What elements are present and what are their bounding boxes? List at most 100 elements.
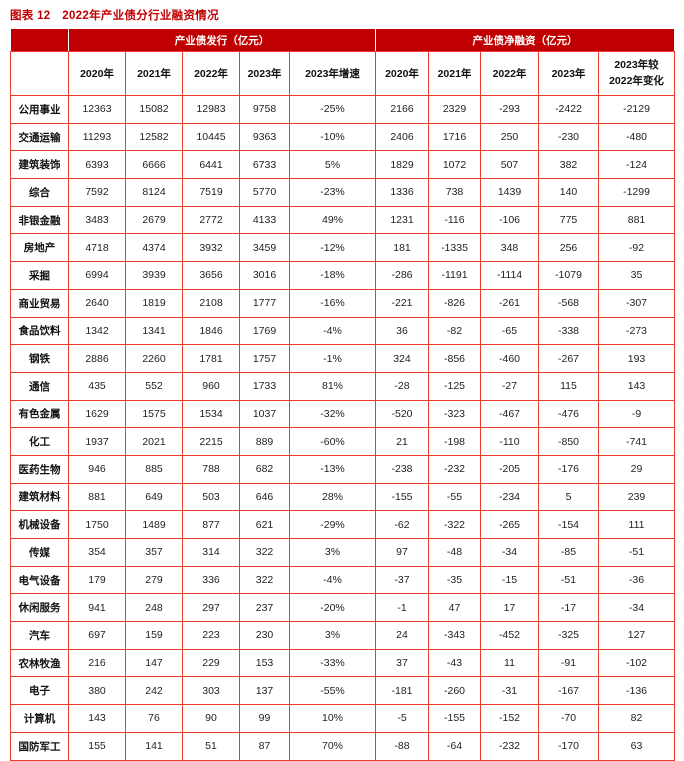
value-cell: 256: [538, 233, 599, 263]
value-cell: -1079: [538, 261, 599, 290]
col-header: 2021年: [428, 51, 481, 96]
col-header: 2023年: [239, 51, 290, 96]
value-cell: 223: [182, 621, 240, 650]
value-cell: -25%: [289, 95, 376, 124]
figure-title: 图表 12 2022年产业债分行业融资情况: [10, 10, 219, 22]
value-cell: -1299: [597, 178, 676, 207]
table-row: 商业贸易 2640 1819 2108 1777 -16% -221 -826 -261 -568…: [10, 288, 676, 318]
value-cell: 507: [480, 150, 539, 180]
value-cell: 3932: [182, 233, 240, 263]
table-row: 机械设备 1750 1489 877 621 -29% -62 -322 -265 -154 111: [10, 510, 676, 539]
value-cell: -265: [480, 510, 539, 539]
value-cell: 248: [125, 593, 183, 623]
table-row: 采掘 6994 3939 3656 3016 -18% -286 -1191 -1114 -107…: [10, 261, 676, 290]
table-row: 房地产 4718 4374 3932 3459 -12% 181 -1335 348 256 -92: [10, 233, 676, 263]
table-row: 国防军工 155 141 51 87 70% -88 -64 -232 -170 63: [10, 731, 676, 761]
value-cell: -64: [428, 731, 481, 761]
value-cell: -92: [597, 233, 676, 263]
table-row: 交通运输 11293 12582 10445 9363 -10% 2406 1716 250 -2…: [10, 122, 676, 152]
value-cell: -51: [597, 538, 676, 567]
value-cell: -5: [375, 704, 429, 733]
value-cell: 181: [375, 233, 429, 263]
value-cell: 90: [182, 704, 240, 733]
value-cell: 153: [239, 648, 290, 678]
value-cell: 646: [239, 482, 290, 512]
value-cell: 242: [125, 676, 183, 706]
col-header: 2023年: [538, 51, 599, 96]
value-cell: 336: [182, 565, 240, 595]
value-cell: 5770: [239, 178, 290, 207]
value-cell: -31: [480, 676, 539, 706]
industry-label: 非银金融: [10, 205, 69, 235]
value-cell: 2772: [182, 205, 240, 235]
value-cell: -37: [375, 565, 429, 595]
industry-label: 国防军工: [10, 731, 69, 761]
value-cell: -476: [538, 399, 599, 429]
value-cell: 12363: [68, 95, 126, 124]
value-cell: 621: [239, 510, 290, 539]
value-cell: 49%: [289, 205, 376, 235]
value-cell: -2129: [597, 95, 676, 124]
value-cell: 216: [68, 648, 126, 678]
value-cell: -106: [480, 205, 539, 235]
value-cell: 11293: [68, 122, 126, 152]
value-cell: 179: [68, 565, 126, 595]
value-cell: 1781: [182, 344, 240, 373]
value-cell: 24: [375, 621, 429, 650]
industry-label: 电子: [10, 676, 69, 706]
value-cell: 5%: [289, 150, 376, 180]
value-cell: 5: [538, 482, 599, 512]
value-cell: 17: [480, 593, 539, 623]
value-cell: 15082: [125, 95, 183, 124]
value-cell: 21: [375, 427, 429, 456]
value-cell: -62: [375, 510, 429, 539]
value-cell: 885: [125, 454, 183, 484]
value-cell: -15: [480, 565, 539, 595]
value-cell: -343: [428, 621, 481, 650]
value-cell: 2166: [375, 95, 429, 124]
value-cell: 279: [125, 565, 183, 595]
value-cell: -286: [375, 261, 429, 290]
value-cell: -323: [428, 399, 481, 429]
value-cell: 10445: [182, 122, 240, 152]
table-row: 医药生物 946 885 788 682 -13% -238 -232 -205 -176 29: [10, 454, 676, 484]
industry-label: 传媒: [10, 538, 69, 567]
value-cell: 1341: [125, 316, 183, 346]
value-cell: 1489: [125, 510, 183, 539]
value-cell: 314: [182, 538, 240, 567]
col-header: 2021年: [125, 51, 183, 96]
value-cell: 70%: [289, 731, 376, 761]
table-row: 休闲服务 941 248 297 237 -20% -1 47 17 -17 -34: [10, 593, 676, 623]
value-cell: -221: [375, 288, 429, 318]
col-header: 2023年增速: [289, 51, 376, 96]
value-cell: -520: [375, 399, 429, 429]
industry-label: 钢铁: [10, 344, 69, 373]
value-cell: -170: [538, 731, 599, 761]
value-cell: 159: [125, 621, 183, 650]
industry-label: 化工: [10, 427, 69, 456]
value-cell: -60%: [289, 427, 376, 456]
value-cell: -82: [428, 316, 481, 346]
industry-label: 商业贸易: [10, 288, 69, 318]
industry-bond-financing-table: 产业债发行（亿元） 产业债净融资（亿元） 2020年 2021年 2022年 2…: [10, 28, 676, 761]
value-cell: -85: [538, 538, 599, 567]
value-cell: 2329: [428, 95, 481, 124]
value-cell: 29: [597, 454, 676, 484]
value-cell: 143: [597, 371, 676, 401]
value-cell: 697: [68, 621, 126, 650]
value-cell: -1114: [480, 261, 539, 290]
table-row: 化工 1937 2021 2215 889 -60% 21 -198 -110 -850 -741: [10, 427, 676, 456]
value-cell: 357: [125, 538, 183, 567]
value-cell: 3939: [125, 261, 183, 290]
value-cell: 8124: [125, 178, 183, 207]
value-cell: 322: [239, 565, 290, 595]
value-cell: -167: [538, 676, 599, 706]
value-cell: 2886: [68, 344, 126, 373]
industry-label: 汽车: [10, 621, 69, 650]
value-cell: 35: [597, 261, 676, 290]
value-cell: 649: [125, 482, 183, 512]
value-cell: 889: [239, 427, 290, 456]
value-cell: -155: [375, 482, 429, 512]
value-cell: -238: [375, 454, 429, 484]
value-cell: -2422: [538, 95, 599, 124]
